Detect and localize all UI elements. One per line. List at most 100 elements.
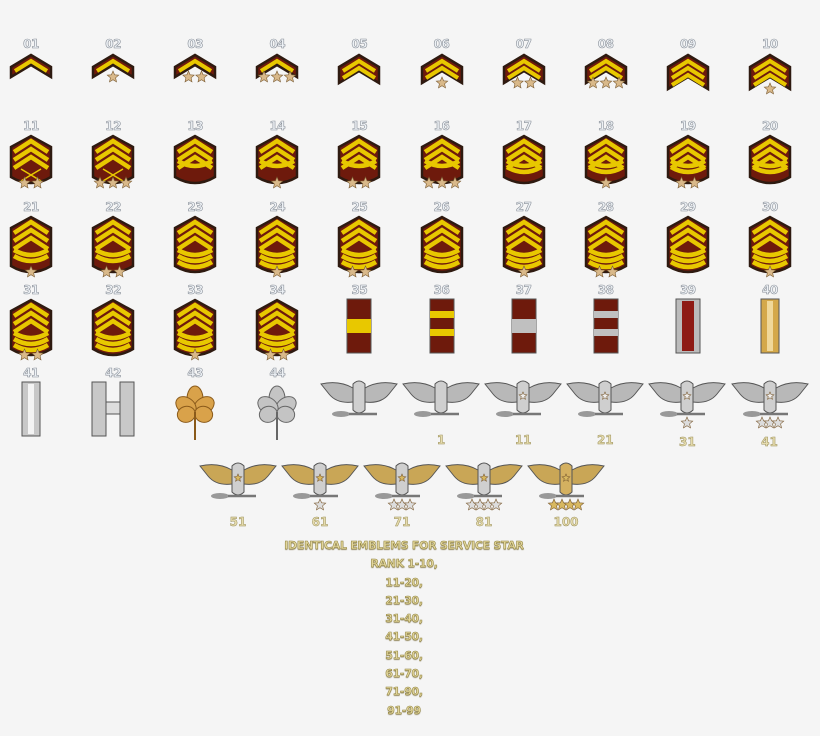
chevron-insignia-icon [319,133,399,195]
star-icon [763,265,777,278]
rank-insignia: 17 [484,119,564,195]
rank-label: 36 [433,283,450,297]
eagle-insignia: 41 [730,378,810,449]
rank-label: 14 [269,119,286,133]
star-icon [270,265,284,278]
star-icon [397,473,407,482]
rank-label: 21 [23,200,40,214]
rank-insignia: 18 [566,119,646,195]
rank-insignia: 06 [402,37,482,95]
chevron-insignia-icon [155,297,235,367]
eagle-icon [647,378,727,434]
rank-insignia: 12 [73,119,153,195]
rank-insignia: 04 [237,37,317,95]
note-line: 11-20, [385,575,423,589]
rank-insignia: 16 [402,119,482,195]
rank-label: 38 [597,283,615,297]
chevron-insignia-icon [484,51,564,95]
rank-label: 25 [351,200,368,214]
rank-insignia: 26 [402,200,482,284]
rank-insignia: 14 [237,119,317,195]
chevron-insignia-icon [237,51,317,95]
bar-insignia-icon [319,297,399,355]
star-icon [113,265,127,278]
star-icon [100,265,114,278]
eagle-icon [483,378,563,434]
rank-insignia: 23 [155,200,235,284]
rank-insignia: 41 [0,366,71,438]
rank-insignia: 32 [73,283,153,367]
eagle-icon [565,378,645,434]
chevron-insignia-icon [648,51,728,95]
rank-label: 44 [269,366,286,380]
rank-label: 03 [187,37,204,51]
note-line: 91-99 [387,703,421,717]
rank-label: 35 [351,283,368,297]
eagle-icon [526,460,606,516]
star-icon [346,176,360,189]
rank-label: 19 [679,119,697,133]
eagle-label: 71 [393,515,411,529]
rank-label: 42 [105,366,122,380]
rank-label: 13 [187,119,204,133]
chevron-insignia-icon [155,133,235,195]
note-line: 51-60, [385,648,423,663]
eagle-label: 21 [596,433,614,447]
eagle-insignia [319,378,399,434]
chevron-insignia-icon [484,133,564,195]
rank-label: 43 [187,366,204,380]
star-icon [599,76,613,89]
bar-insignia-icon [73,380,153,438]
chevron-insignia-icon [730,133,810,195]
rank-insignia: 10 [730,37,810,95]
eagle-insignia: 61 [280,460,360,529]
star-icon [182,70,196,83]
star-icon [763,82,777,95]
rank-label: 17 [515,119,532,133]
rank-label: 26 [433,200,450,214]
chevron-insignia-icon [0,214,71,284]
eagle-icon [198,460,278,516]
eagle-label: 1 [436,433,446,447]
rank-label: 29 [679,200,697,214]
note-line: RANK 1-10, [370,557,438,571]
eagle-label: 61 [311,515,329,529]
eagle-insignia: 51 [198,460,278,529]
star-icon [31,176,44,189]
bar-insignia-icon [484,297,564,355]
eagle-icon [730,378,810,434]
star-icon [277,348,291,361]
eagle-label: 51 [229,515,247,529]
star-icon [435,176,448,189]
star-icon [18,176,31,189]
star-icon [592,265,606,278]
chevron-insignia-icon [0,133,71,195]
star-icon [18,348,31,361]
rank-insignia: 21 [0,200,71,284]
note-line: 41-50, [385,630,423,644]
star-icon [571,498,585,511]
rank-insignia: 11 [0,119,71,195]
rank-insignia: 22 [73,200,153,284]
star-icon [599,176,613,189]
rank-insignia: 38 [566,283,646,355]
star-icon [188,348,202,361]
rank-label: 02 [105,37,122,51]
chevron-insignia-icon [648,214,728,284]
rank-label: 22 [105,200,122,214]
chevron-insignia-icon [237,133,317,195]
star-icon [315,473,325,482]
rank-insignia: 33 [155,283,235,367]
star-icon [680,416,694,429]
bar-insignia-icon [648,297,728,355]
rank-insignia: 08 [566,37,646,95]
rank-insignia: 30 [730,200,810,284]
star-icon [359,176,373,189]
note-line: 61-70, [385,667,423,681]
star-icon [586,76,600,89]
eagle-insignia: 100 [526,460,606,529]
chevron-insignia-icon [319,51,399,95]
star-icon [24,265,38,278]
note-line: 31-40, [385,612,423,626]
rank-label: 32 [105,283,122,297]
